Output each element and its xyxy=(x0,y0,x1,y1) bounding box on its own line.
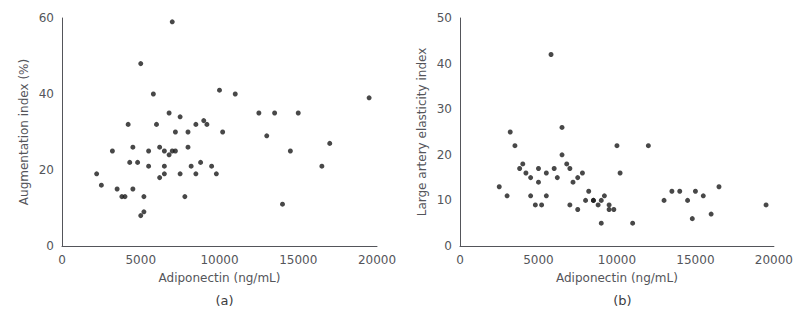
svg-text:40: 40 xyxy=(39,87,54,101)
svg-text:0: 0 xyxy=(46,239,54,253)
svg-text:15000: 15000 xyxy=(279,253,317,267)
svg-text:20000: 20000 xyxy=(358,253,396,267)
svg-text:5000: 5000 xyxy=(125,253,156,267)
svg-text:15000: 15000 xyxy=(676,253,714,267)
svg-text:10000: 10000 xyxy=(200,253,238,267)
svg-text:20: 20 xyxy=(39,163,54,177)
svg-text:Adiponectin (ng/mL): Adiponectin (ng/mL) xyxy=(556,271,678,285)
svg-text:(a): (a) xyxy=(215,293,233,308)
svg-text:0: 0 xyxy=(58,253,66,267)
svg-text:10000: 10000 xyxy=(598,253,636,267)
svg-text:Adiponectin (ng/mL): Adiponectin (ng/mL) xyxy=(159,271,281,285)
svg-text:30: 30 xyxy=(437,102,452,116)
svg-text:20000: 20000 xyxy=(755,253,793,267)
svg-text:20: 20 xyxy=(437,148,452,162)
svg-text:(b): (b) xyxy=(613,293,631,308)
svg-text:5000: 5000 xyxy=(523,253,554,267)
svg-text:0: 0 xyxy=(456,253,464,267)
svg-text:10: 10 xyxy=(437,193,452,207)
svg-text:Augmentation index (%): Augmentation index (%) xyxy=(17,59,31,205)
svg-text:60: 60 xyxy=(39,11,54,25)
svg-text:0: 0 xyxy=(444,239,452,253)
svg-text:40: 40 xyxy=(437,57,452,71)
svg-text:Large artery elasticity index: Large artery elasticity index xyxy=(415,48,429,217)
svg-text:50: 50 xyxy=(437,11,452,25)
